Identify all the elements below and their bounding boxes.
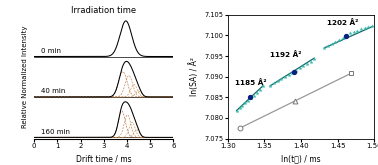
Point xyxy=(234,109,240,112)
Point xyxy=(260,84,266,87)
X-axis label: Drift time / ms: Drift time / ms xyxy=(76,154,132,163)
Point xyxy=(289,72,295,74)
Point xyxy=(332,40,338,43)
Point xyxy=(351,31,357,33)
Point xyxy=(362,27,368,29)
Point xyxy=(245,99,251,102)
Text: 1192 Å²: 1192 Å² xyxy=(270,51,302,58)
Text: 1185 Å²: 1185 Å² xyxy=(235,79,266,86)
Point xyxy=(325,44,331,47)
Point xyxy=(329,42,335,45)
Y-axis label: Relative Normalized Intensity: Relative Normalized Intensity xyxy=(22,25,28,128)
Point xyxy=(340,36,346,39)
Point xyxy=(282,76,288,78)
Title: Irradiation time: Irradiation time xyxy=(71,6,136,15)
Point xyxy=(257,89,263,91)
Point xyxy=(239,104,245,107)
Point xyxy=(237,107,243,109)
Point xyxy=(296,67,302,70)
Text: 40 min: 40 min xyxy=(40,88,65,94)
Point xyxy=(336,38,342,41)
Point xyxy=(248,97,254,99)
Point xyxy=(321,47,327,49)
X-axis label: ln(t₝) / ms: ln(t₝) / ms xyxy=(281,154,321,163)
Point xyxy=(254,92,260,95)
Text: 160 min: 160 min xyxy=(40,129,70,134)
Point xyxy=(366,26,372,29)
Point xyxy=(251,94,257,97)
Point xyxy=(242,102,248,104)
Point xyxy=(285,74,291,76)
Point xyxy=(278,78,284,81)
Point xyxy=(300,65,306,67)
Point xyxy=(354,29,360,32)
Point xyxy=(304,63,310,65)
Point xyxy=(369,25,375,28)
Point xyxy=(347,32,353,35)
Point xyxy=(274,80,280,82)
Text: 1202 Å²: 1202 Å² xyxy=(327,19,358,26)
Point xyxy=(311,58,317,61)
Point xyxy=(267,84,273,87)
Text: 0 min: 0 min xyxy=(40,48,60,54)
Point xyxy=(358,28,364,31)
Point xyxy=(271,82,277,85)
Point xyxy=(343,34,349,37)
Point xyxy=(307,61,313,63)
Point xyxy=(293,70,299,72)
Y-axis label: ln(SA) / Å²: ln(SA) / Å² xyxy=(189,57,199,96)
